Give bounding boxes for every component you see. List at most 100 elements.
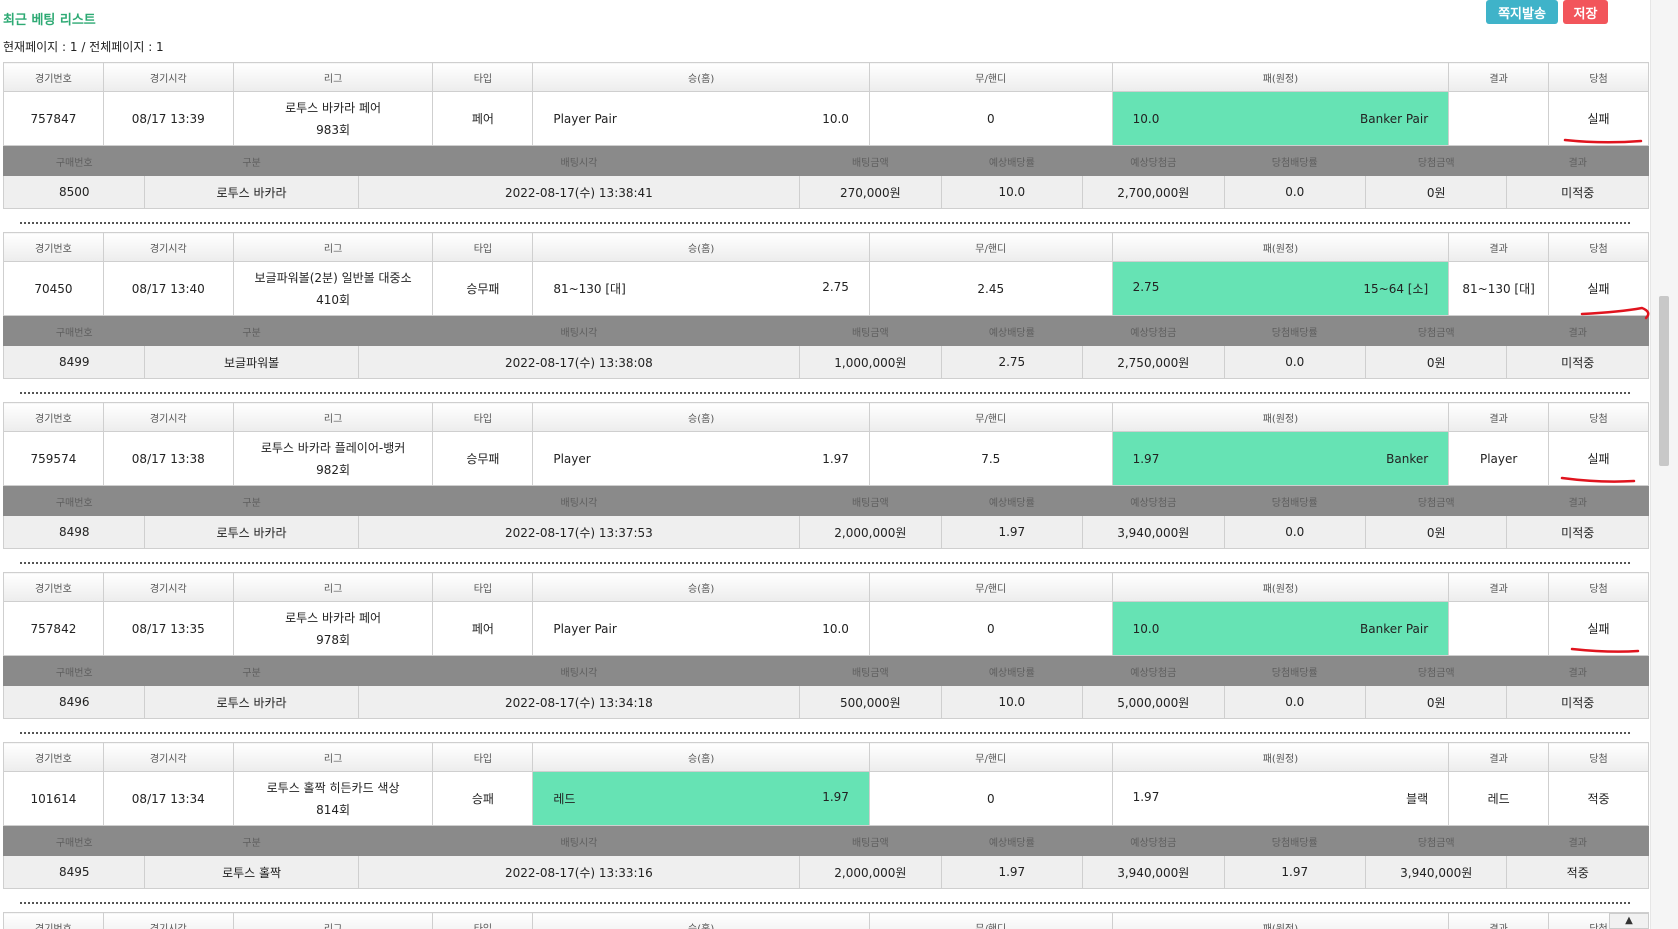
table-row: 757842 08/17 13:35 로투스 바카라 페어 978회 페어 Player … [3, 601, 1649, 656]
game-time: 08/17 13:40 [102, 261, 234, 316]
away-option[interactable]: 1.97 Banker [1111, 431, 1450, 486]
bet-purchase-table: 구매번호 구분 배팅시각 배팅금액 예상배당률 예상당첨금 당첨배당률 당첨금액 결과 8496 로… [2, 656, 1649, 719]
bet-time-header: 배팅시각 [357, 656, 801, 686]
bet-status: 미적중 [1506, 345, 1649, 379]
bet-time-header: 배팅시각 [357, 146, 801, 176]
game-result: 81~130 [대] [1448, 261, 1550, 316]
category: 로투스 바카라 [144, 515, 359, 549]
league-name: 로투스 바카라 플레이어-뱅커 [260, 440, 406, 455]
save-button[interactable]: 저장 [1563, 0, 1608, 24]
expected-win-header: 예상당첨금 [1082, 316, 1225, 346]
league-name: 보글파워볼(2분) 일반볼 대중소 [254, 270, 412, 285]
draw-handicap[interactable]: 0 [868, 771, 1113, 826]
home-label: Player [553, 451, 591, 466]
game-time-header: 경기시각 [102, 62, 234, 92]
away-odds: 1.97 [1132, 451, 1160, 466]
home-odds: 10.0 [822, 111, 849, 126]
home-header: 승(홈) [532, 232, 870, 262]
home-option[interactable]: Player Pair 10.0 [532, 91, 870, 146]
scroll-top-button[interactable]: ▲ [1609, 913, 1649, 929]
home-odds: 2.75 [822, 280, 849, 294]
expected-odds: 1.97 [940, 515, 1084, 549]
scrollbar[interactable] [1650, 0, 1678, 929]
purchase-header-row: 구매번호 구분 배팅시각 배팅금액 예상배당률 예상당첨금 당첨배당률 당첨금액 결과 [2, 826, 1649, 856]
draw-handicap[interactable]: 2.45 [868, 261, 1113, 316]
win-amount: 0원 [1364, 345, 1508, 379]
league-round: 978회 [316, 632, 351, 647]
expected-odds-header: 예상배당률 [940, 316, 1084, 346]
home-option[interactable]: Player Pair 10.0 [532, 601, 870, 656]
table-row: 759574 08/17 13:38 로투스 바카라 플레이어-뱅커 982회 승무패 P… [3, 431, 1649, 486]
home-header: 승(홈) [532, 742, 870, 772]
league-cell: 로투스 바카라 페어 983회 [232, 91, 434, 146]
expected-win: 2,750,000원 [1082, 345, 1225, 379]
game-time-header: 경기시각 [102, 742, 234, 772]
page-info: 현재페이지 : 1 / 전체페이지 : 1 [3, 40, 164, 54]
scrollbar-thumb[interactable] [1659, 296, 1669, 466]
home-option[interactable]: 81~130 [대] 2.75 [532, 261, 870, 316]
expected-odds-header: 예상배당률 [940, 146, 1084, 176]
bet-type: 페어 [432, 91, 534, 146]
draw-handicap-header: 무/핸디 [868, 742, 1113, 772]
away-option[interactable]: 10.0 Banker Pair [1111, 601, 1450, 656]
bet-amount: 2,000,000원 [799, 515, 942, 549]
block-separator [20, 562, 1630, 564]
bet-game-table: 경기번호 경기시각 리그 타입 승(홈) 무/핸디 패(원정) 결과 당첨 [3, 912, 1649, 929]
away-option[interactable]: 2.75 15~64 [소] [1111, 261, 1450, 316]
next-home-header: 승(홈) [532, 912, 870, 929]
away-label: Banker Pair [1360, 621, 1429, 636]
game-number: 759574 [3, 431, 104, 486]
draw-handicap[interactable]: 0 [868, 91, 1113, 146]
purchase-number: 8495 [2, 855, 146, 889]
win-odds: 0.0 [1223, 685, 1366, 719]
away-label: Banker [1386, 451, 1429, 466]
win-amount: 0원 [1364, 515, 1508, 549]
home-label: Player Pair [553, 621, 617, 636]
purchase-no-header: 구매번호 [2, 826, 146, 856]
league-header: 리그 [232, 232, 434, 262]
league-round: 982회 [316, 462, 351, 477]
result-header: 결과 [1448, 572, 1550, 602]
type-header: 타입 [432, 572, 534, 602]
home-option[interactable]: Player 1.97 [532, 431, 870, 486]
home-header: 승(홈) [532, 572, 870, 602]
away-option[interactable]: 10.0 Banker Pair [1111, 91, 1450, 146]
win-status: 실패 [1548, 431, 1649, 486]
purchase-header-row: 구매번호 구분 배팅시각 배팅금액 예상배당률 예상당첨금 당첨배당률 당첨금액 결과 [2, 486, 1649, 516]
purchase-no-header: 구매번호 [2, 146, 146, 176]
draw-handicap[interactable]: 0 [868, 601, 1113, 656]
expected-odds: 1.97 [940, 855, 1084, 889]
bet-block: 경기번호 경기시각 리그 타입 승(홈) 무/핸디 패(원정) 결과 당첨 759574 08/17… [2, 402, 1649, 549]
bet-status: 미적중 [1506, 685, 1649, 719]
win-status: 실패 [1548, 601, 1649, 656]
purchase-number: 8498 [2, 515, 146, 549]
home-option[interactable]: 레드 1.97 [532, 771, 870, 826]
bet-purchase-table: 구매번호 구분 배팅시각 배팅금액 예상배당률 예상당첨금 당첨배당률 당첨금액 결과 8499 보… [2, 316, 1649, 379]
league-cell: 보글파워볼(2분) 일반볼 대중소 410회 [232, 261, 434, 316]
win-amount: 3,940,000원 [1364, 855, 1508, 889]
league-round: 410회 [316, 292, 351, 307]
category: 보글파워볼 [144, 345, 359, 379]
table-row: 70450 08/17 13:40 보글파워볼(2분) 일반볼 대중소 410회 승무패… [3, 261, 1649, 316]
draw-handicap[interactable]: 7.5 [868, 431, 1113, 486]
game-time: 08/17 13:34 [102, 771, 234, 826]
bet-amount-header: 배팅금액 [799, 826, 942, 856]
category-header: 구분 [144, 486, 359, 516]
type-header: 타입 [432, 62, 534, 92]
game-time-header: 경기시각 [102, 232, 234, 262]
bet-amount: 1,000,000원 [799, 345, 942, 379]
page-title: 최근 베팅 리스트 [3, 13, 96, 28]
win-header: 당첨 [1548, 62, 1649, 92]
purchase-no-header: 구매번호 [2, 656, 146, 686]
bet-status: 미적중 [1506, 175, 1649, 209]
game-result [1448, 91, 1550, 146]
away-option[interactable]: 1.97 블랙 [1111, 771, 1450, 826]
send-message-button[interactable]: 쪽지발송 [1486, 0, 1558, 24]
bet-amount-header: 배팅금액 [799, 486, 942, 516]
draw-handicap-header: 무/핸디 [868, 62, 1113, 92]
game-number: 70450 [3, 261, 104, 316]
expected-win: 3,940,000원 [1082, 515, 1225, 549]
bet-purchase-table: 구매번호 구분 배팅시각 배팅금액 예상배당률 예상당첨금 당첨배당률 당첨금액 결과 8500 로… [2, 146, 1649, 209]
bet-game-table: 경기번호 경기시각 리그 타입 승(홈) 무/핸디 패(원정) 결과 당첨 70450 08/17 … [3, 232, 1649, 316]
league-cell: 로투스 바카라 플레이어-뱅커 982회 [232, 431, 434, 486]
